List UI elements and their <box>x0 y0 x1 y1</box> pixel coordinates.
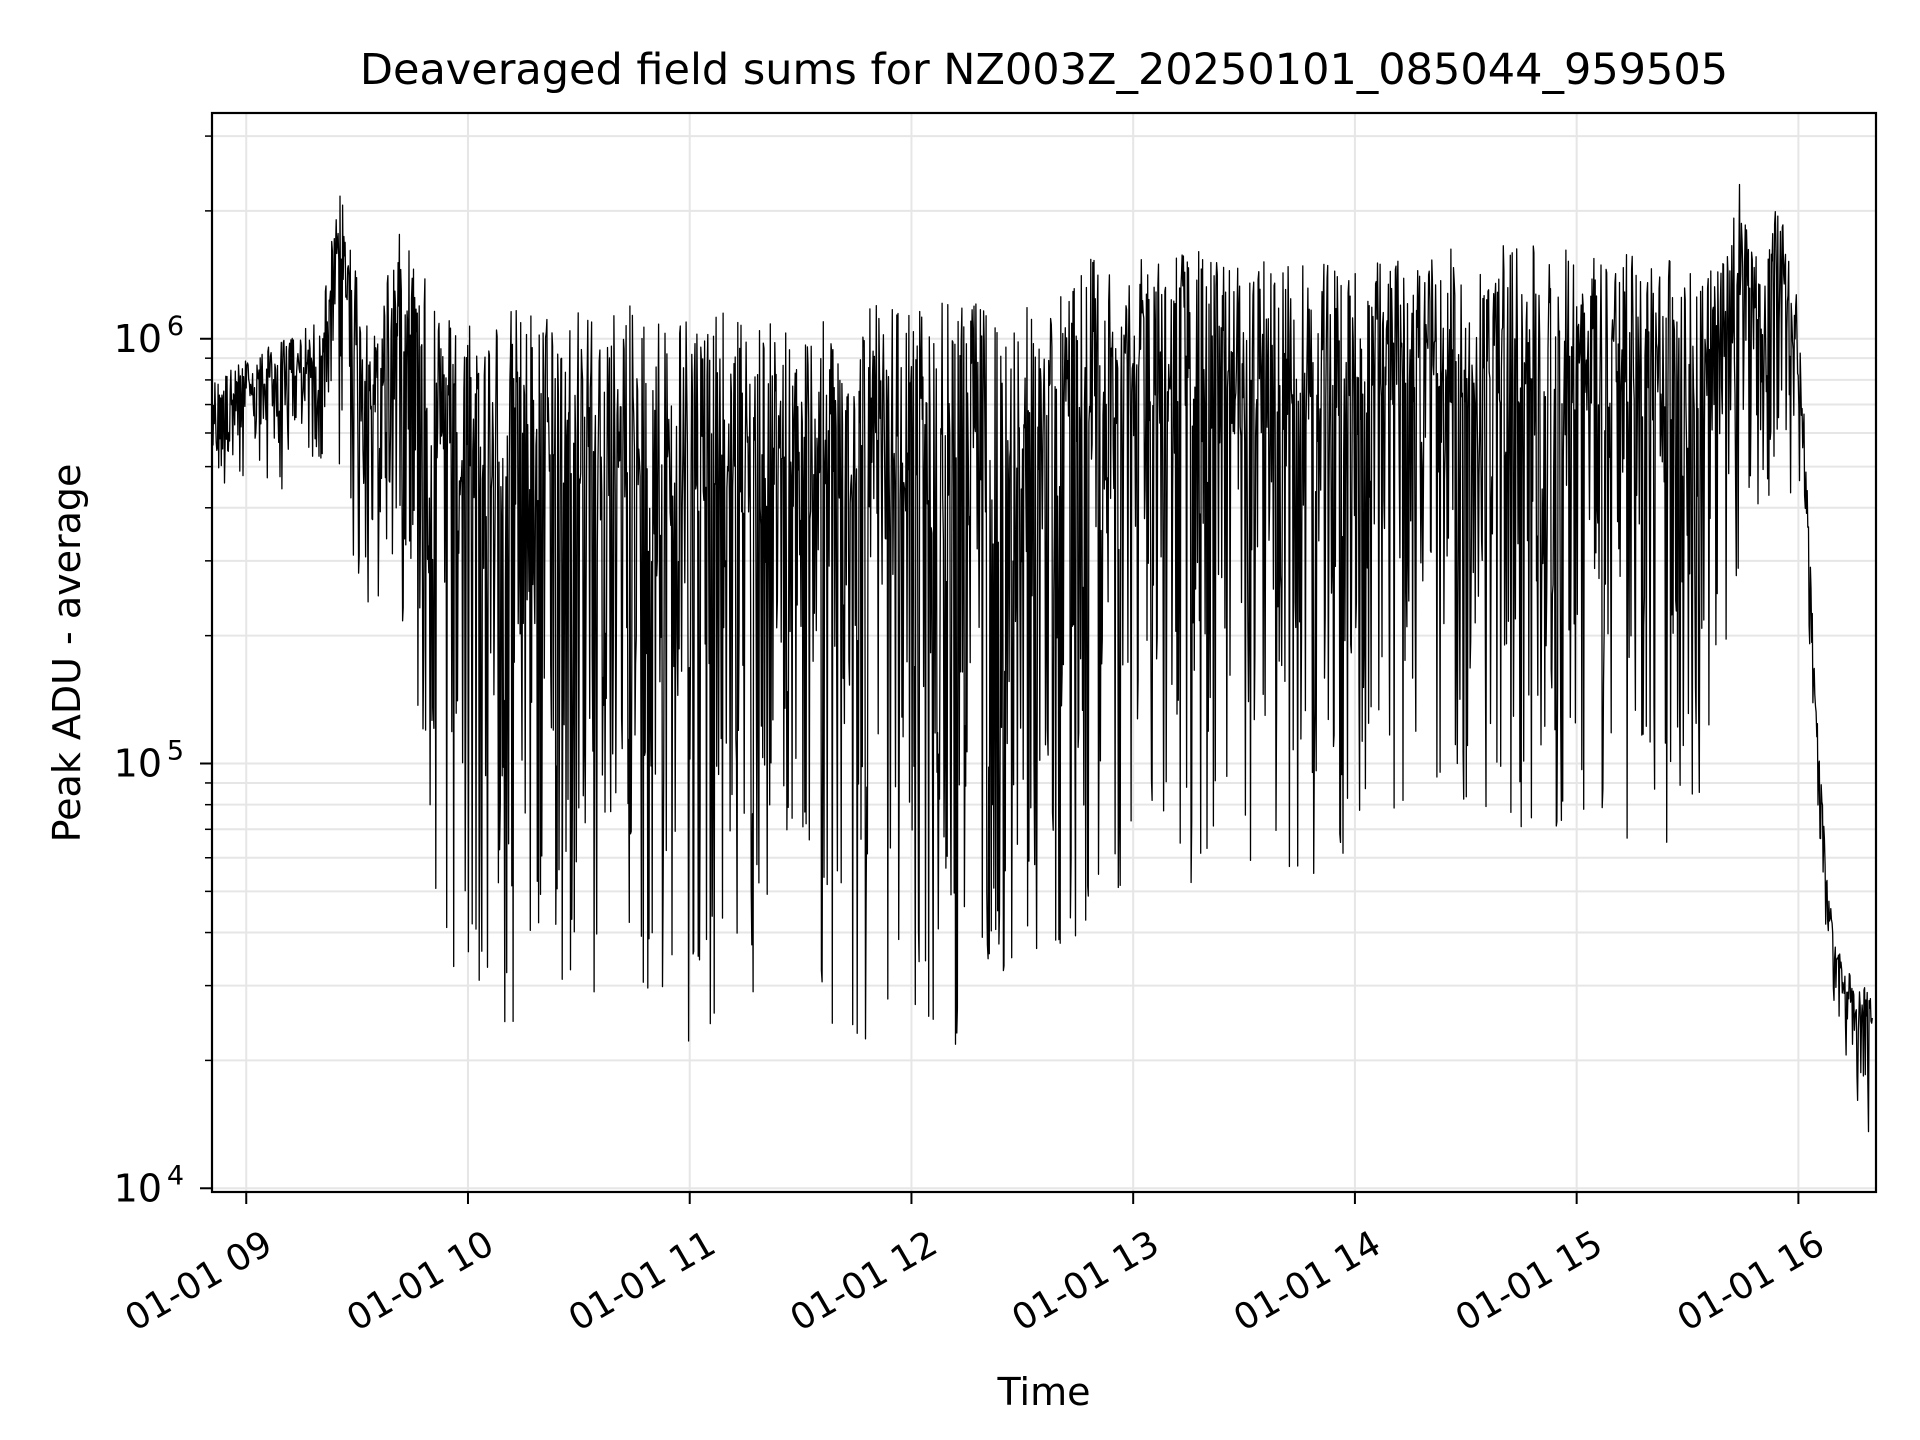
series-line <box>212 183 1873 1133</box>
plot-frame <box>210 111 1878 1194</box>
y-tick-label: 10 <box>114 317 162 361</box>
y-tick-exponent: 4 <box>167 1160 184 1191</box>
y-tick-label: 10 <box>114 1166 162 1210</box>
y-axis-label: Peak ADU - average <box>45 464 89 843</box>
y-tick-label: 10 <box>114 742 162 786</box>
x-axis-label: Time <box>997 1370 1091 1414</box>
chart-title: Deaveraged field sums for NZ003Z_2025010… <box>360 45 1728 95</box>
y-tick-exponent: 5 <box>167 736 184 767</box>
y-tick-exponent: 6 <box>167 311 184 342</box>
